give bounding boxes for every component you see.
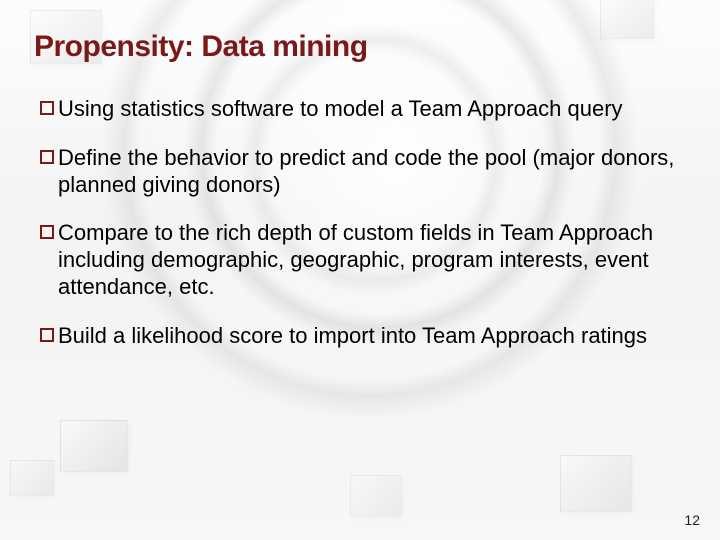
list-item: Compare to the rich depth of custom fiel… — [40, 220, 688, 300]
bullet-marker-icon — [40, 328, 54, 342]
list-item: Define the behavior to predict and code … — [40, 145, 688, 199]
bullet-text: Define the behavior to predict and code … — [58, 145, 688, 199]
bullet-marker-icon — [40, 225, 54, 239]
slide-title: Propensity: Data mining — [34, 30, 688, 64]
page-number: 12 — [684, 512, 700, 528]
bullet-marker-icon — [40, 150, 54, 164]
bullet-text: Using statistics software to model a Tea… — [58, 96, 688, 123]
bullet-list: Using statistics software to model a Tea… — [40, 96, 688, 350]
bullet-text: Build a likelihood score to import into … — [58, 323, 688, 350]
bullet-marker-icon — [40, 101, 54, 115]
list-item: Build a likelihood score to import into … — [40, 323, 688, 350]
bullet-text: Compare to the rich depth of custom fiel… — [58, 220, 688, 300]
list-item: Using statistics software to model a Tea… — [40, 96, 688, 123]
slide-content: Propensity: Data mining Using statistics… — [0, 0, 720, 540]
